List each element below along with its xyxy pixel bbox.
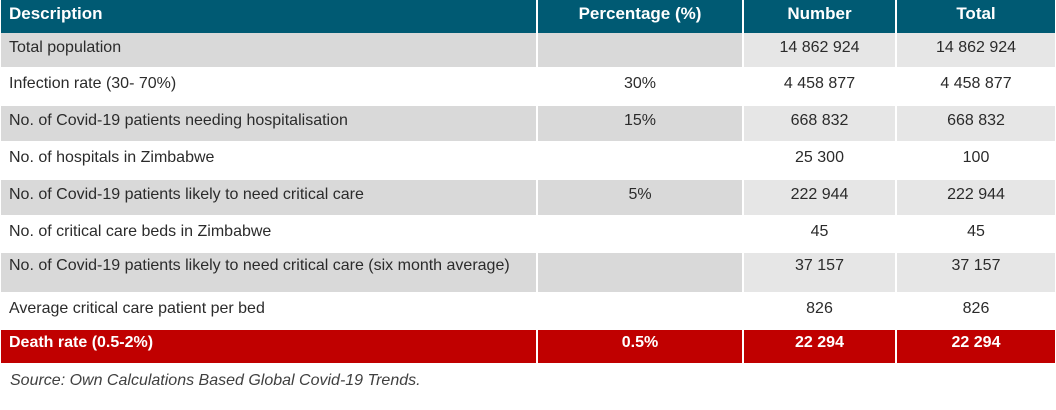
covid-statistics-table: Description Percentage (%) Number Total … (1, 0, 1055, 365)
cell-number: 22 294 (744, 330, 897, 365)
cell-number: 37 157 (744, 253, 897, 294)
cell-description: Total population (1, 33, 538, 69)
cell-description: No. of Covid-19 patients likely to need … (1, 180, 538, 217)
death-rate-row: Death rate (0.5-2%) 0.5% 22 294 22 294 (1, 330, 1055, 365)
cell-description: No. of Covid-19 patients needing hospita… (1, 106, 538, 143)
table-row: No. of Covid-19 patients likely to need … (1, 180, 1055, 217)
cell-total: 4 458 877 (897, 69, 1055, 106)
cell-description: No. of Covid-19 patients likely to need … (1, 253, 538, 294)
cell-total: 45 (897, 217, 1055, 253)
table-header: Description Percentage (%) Number Total (1, 0, 1055, 33)
cell-percentage (538, 294, 744, 330)
table-body: Total population 14 862 924 14 862 924 I… (1, 33, 1055, 365)
cell-percentage: 30% (538, 69, 744, 106)
cell-number: 45 (744, 217, 897, 253)
cell-percentage (538, 33, 744, 69)
header-percentage: Percentage (%) (538, 0, 744, 33)
cell-description: Average critical care patient per bed (1, 294, 538, 330)
table-row: Average critical care patient per bed 82… (1, 294, 1055, 330)
header-description: Description (1, 0, 538, 33)
cell-number: 222 944 (744, 180, 897, 217)
table-row: No. of Covid-19 patients likely to need … (1, 253, 1055, 294)
cell-percentage: 15% (538, 106, 744, 143)
cell-total: 37 157 (897, 253, 1055, 294)
cell-percentage: 5% (538, 180, 744, 217)
cell-total: 222 944 (897, 180, 1055, 217)
cell-number: 4 458 877 (744, 69, 897, 106)
cell-total: 668 832 (897, 106, 1055, 143)
cell-description: Death rate (0.5-2%) (1, 330, 538, 365)
cell-number: 668 832 (744, 106, 897, 143)
table-row: No. of hospitals in Zimbabwe 25 300 100 (1, 143, 1055, 180)
header-total: Total (897, 0, 1055, 33)
header-number: Number (744, 0, 897, 33)
cell-total: 826 (897, 294, 1055, 330)
table-row: Total population 14 862 924 14 862 924 (1, 33, 1055, 69)
source-note: Source: Own Calculations Based Global Co… (10, 372, 421, 389)
cell-number: 14 862 924 (744, 33, 897, 69)
header-row: Description Percentage (%) Number Total (1, 0, 1055, 33)
cell-description: No. of hospitals in Zimbabwe (1, 143, 538, 180)
cell-description: Infection rate (30- 70%) (1, 69, 538, 106)
cell-percentage (538, 143, 744, 180)
cell-percentage (538, 253, 744, 294)
table-row: Infection rate (30- 70%) 30% 4 458 877 4… (1, 69, 1055, 106)
cell-total: 14 862 924 (897, 33, 1055, 69)
cell-total: 100 (897, 143, 1055, 180)
cell-percentage (538, 217, 744, 253)
cell-number: 826 (744, 294, 897, 330)
table-row: No. of Covid-19 patients needing hospita… (1, 106, 1055, 143)
cell-number: 25 300 (744, 143, 897, 180)
cell-total: 22 294 (897, 330, 1055, 365)
table-row: No. of critical care beds in Zimbabwe 45… (1, 217, 1055, 253)
cell-percentage: 0.5% (538, 330, 744, 365)
cell-description: No. of critical care beds in Zimbabwe (1, 217, 538, 253)
